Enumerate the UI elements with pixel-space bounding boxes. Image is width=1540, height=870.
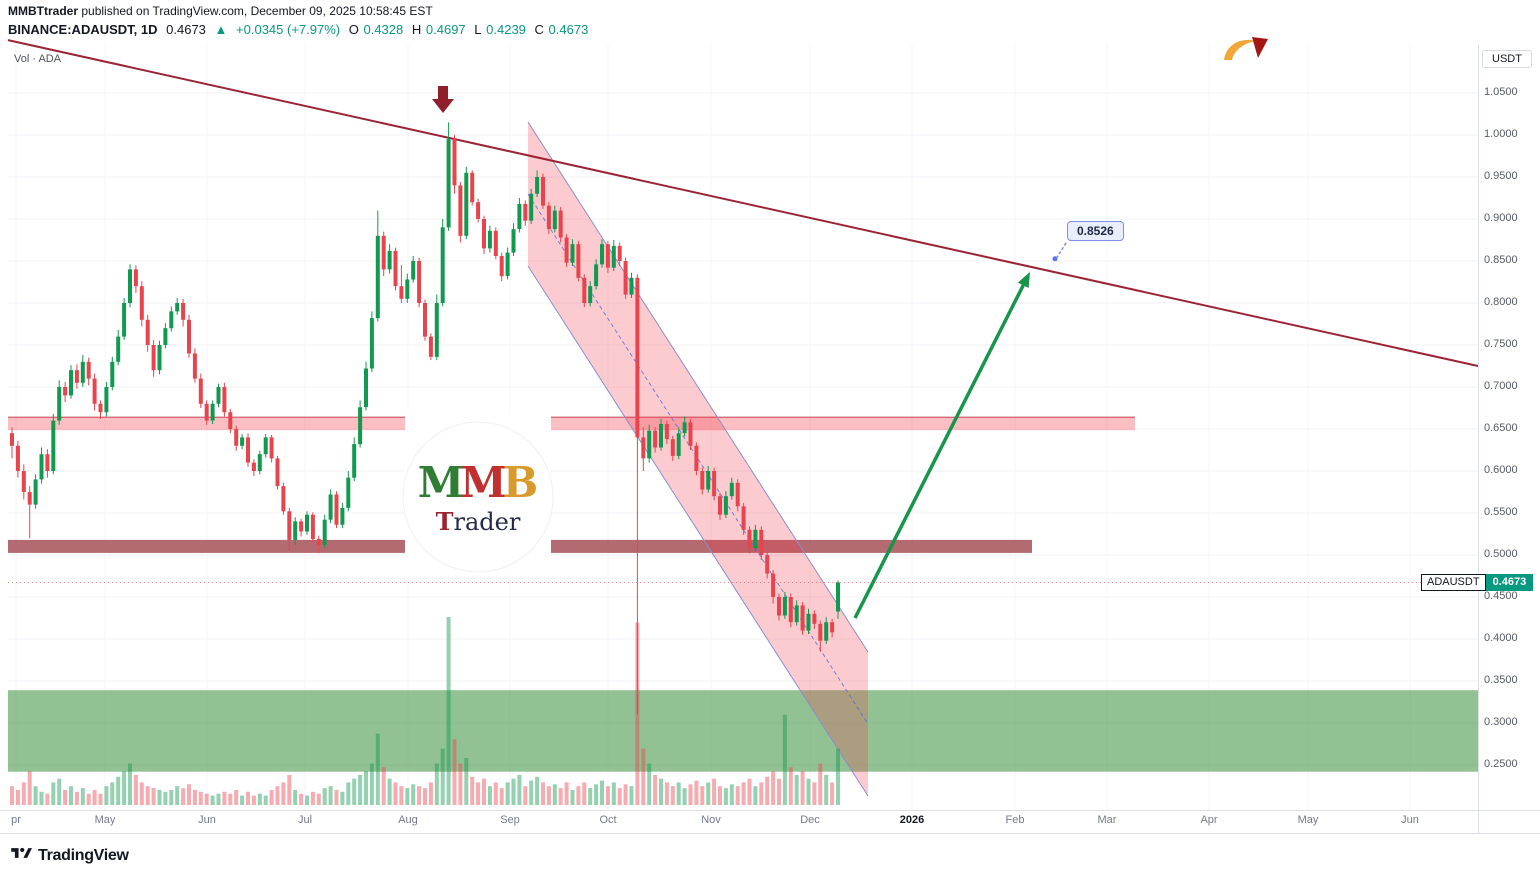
price-tick-label: 0.8000 (1484, 296, 1518, 308)
volume-series (10, 617, 840, 805)
open-label: O (348, 22, 359, 37)
time-tick-label: Mar (1097, 814, 1117, 826)
volume-study-label: Vol · ADA (14, 53, 62, 65)
direction-up-icon: ▲ (214, 22, 228, 37)
price-tick-label: 0.5500 (1484, 506, 1518, 518)
price-tick-label: 0.8500 (1484, 254, 1518, 266)
high-label: H (411, 22, 422, 37)
time-tick-label: Apr (1200, 814, 1218, 826)
watermark-plaque (402, 414, 554, 574)
time-tick-label: Jun (198, 814, 216, 826)
price-tick-label: 0.7500 (1484, 338, 1518, 350)
open-value: 0.4328 (363, 22, 404, 37)
candlestick-series (10, 122, 840, 715)
author-name: MMBTtrader (8, 4, 79, 18)
time-scale-bottom-border (0, 833, 1540, 834)
last-price: 0.4673 (166, 22, 206, 37)
low-label: L (474, 22, 482, 37)
tradingview-wordmark: TradingView (38, 846, 129, 864)
badge-symbol: ADAUSDT (1421, 574, 1486, 591)
badge-value: 0.4673 (1485, 574, 1534, 591)
grid (8, 45, 1478, 810)
time-tick-label: Feb (1005, 814, 1025, 826)
price-tick-label: 0.6500 (1484, 422, 1518, 434)
time-tick-label: Dec (800, 814, 820, 826)
publish-header: MMBTtrader published on TradingView.com,… (8, 4, 433, 18)
price-tick-label: 0.7000 (1484, 380, 1518, 392)
price-tick-label: 1.0000 (1484, 128, 1518, 140)
time-tick-label: Aug (398, 814, 418, 826)
decorative-sticker-icon (1222, 36, 1270, 69)
price-tick-label: 0.4500 (1484, 590, 1518, 602)
price-tick-label: 0.5000 (1484, 548, 1518, 560)
high-value: 0.4697 (425, 22, 466, 37)
price-tick-label: 0.4000 (1484, 632, 1518, 644)
target-pointer (1052, 242, 1067, 262)
time-tick-label: May (94, 814, 116, 826)
price-tick-label: 0.2500 (1484, 758, 1518, 770)
price-tick-label: 0.6000 (1484, 464, 1518, 476)
projection-arrow[interactable] (853, 271, 1030, 619)
bearish-marker-icon (432, 86, 454, 113)
close-label: C (534, 22, 544, 37)
target-price-callout[interactable]: 0.8526 (1067, 221, 1124, 241)
trendline[interactable] (7, 39, 1479, 367)
time-tick-label: May (1297, 814, 1319, 826)
price-tick-label: 0.3000 (1484, 716, 1518, 728)
time-tick-label: 2026 (899, 814, 925, 826)
price-scale-separator (1478, 45, 1479, 833)
time-tick-label: Nov (701, 814, 721, 826)
symbol-title: BINANCE:ADAUSDT, 1D (8, 22, 158, 37)
close-value: 0.4673 (548, 22, 589, 37)
publish-info: published on TradingView.com, December 0… (78, 4, 433, 18)
time-tick-label: Jun (1401, 814, 1419, 826)
price-tick-label: 0.9000 (1484, 212, 1518, 224)
tradingview-brand[interactable]: TradingView (10, 842, 129, 869)
tradingview-logo-icon (10, 842, 32, 869)
low-value: 0.4239 (486, 22, 526, 37)
time-scale-separator (0, 810, 1540, 811)
price-tick-label: 0.3500 (1484, 674, 1518, 686)
price-change: +0.0345 (+7.97%) (236, 22, 341, 37)
price-tick-label: 0.9500 (1484, 170, 1518, 182)
currency-toggle: USDT (1482, 50, 1532, 68)
symbol-bar: BINANCE:ADAUSDT, 1D 0.4673 ▲ +0.0345 (+7… (8, 22, 593, 37)
time-tick-label: pr (11, 814, 21, 826)
time-tick-label: Oct (599, 814, 617, 826)
price-tick-label: 1.0500 (1484, 86, 1518, 98)
time-tick-label: Sep (500, 814, 520, 826)
last-price-badge: ADAUSDT 0.4673 (1421, 574, 1534, 591)
time-tick-label: Jul (297, 814, 313, 826)
